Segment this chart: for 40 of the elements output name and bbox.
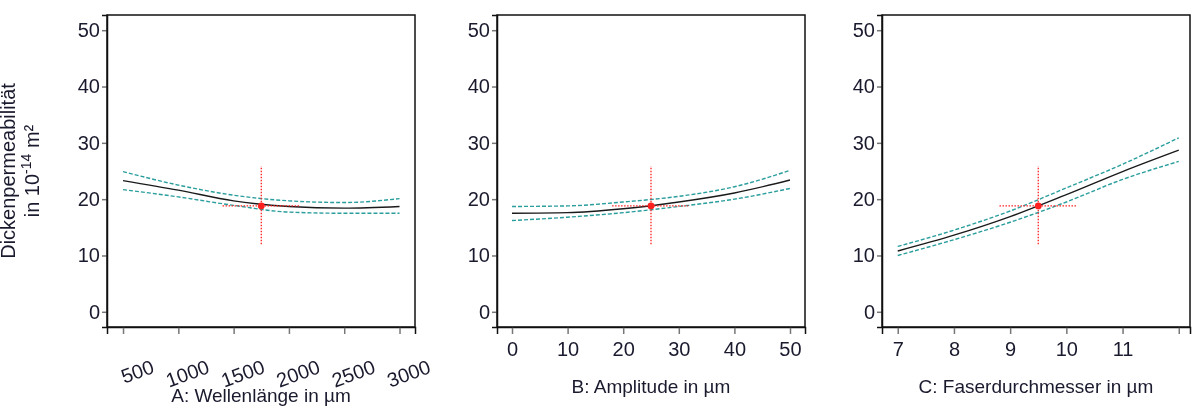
line-series <box>511 179 791 214</box>
y-tick-label: 10 <box>467 244 490 267</box>
line-series <box>511 169 791 208</box>
y-tick-label: 50 <box>77 19 100 42</box>
y-tick-label: 0 <box>88 300 100 323</box>
y-tick-label: 30 <box>77 131 100 154</box>
x-tick-label: 0 <box>506 338 519 361</box>
y-tick-label: 40 <box>467 75 490 98</box>
y-tick-label: 0 <box>863 300 875 323</box>
x-tick-label: 40 <box>723 338 747 361</box>
x-tick-label: 9 <box>1005 338 1017 361</box>
x-tick-label: 50 <box>779 338 802 361</box>
line-series <box>122 188 401 214</box>
x-tick-label: 8 <box>948 338 960 361</box>
x-tick-label: 2500 <box>328 355 379 392</box>
line-series <box>122 170 401 204</box>
x-tick-label: 7 <box>892 338 904 361</box>
x-tick-label: 20 <box>612 338 635 361</box>
x-axis-title: B: Amplitude in µm <box>571 376 731 397</box>
x-axis-title: C: Faserdurchmesser in µm <box>918 376 1154 397</box>
x-tick-label: 11 <box>1112 338 1134 361</box>
line-series <box>122 179 401 209</box>
y-tick-label: 50 <box>852 19 875 42</box>
x-tick-label: 500 <box>118 355 157 388</box>
y-tick-label: 40 <box>852 75 875 98</box>
y-tick-label: 20 <box>77 188 100 211</box>
y-tick-label: 40 <box>77 75 100 98</box>
y-tick-label: 50 <box>467 19 490 42</box>
y-tick-label: 20 <box>467 188 490 211</box>
x-tick-label: 30 <box>668 338 691 361</box>
y-tick-label: 20 <box>852 188 875 211</box>
y-tick-label: 0 <box>478 300 490 323</box>
x-tick-label: 3000 <box>384 355 434 392</box>
y-tick-label: 10 <box>852 244 875 267</box>
y-tick-label: 30 <box>852 131 875 154</box>
x-tick-label: 10 <box>1055 338 1078 361</box>
y-tick-label: 10 <box>77 244 100 267</box>
y-tick-label: 30 <box>467 131 490 154</box>
x-tick-label: 10 <box>556 338 580 361</box>
line-series <box>511 187 791 222</box>
